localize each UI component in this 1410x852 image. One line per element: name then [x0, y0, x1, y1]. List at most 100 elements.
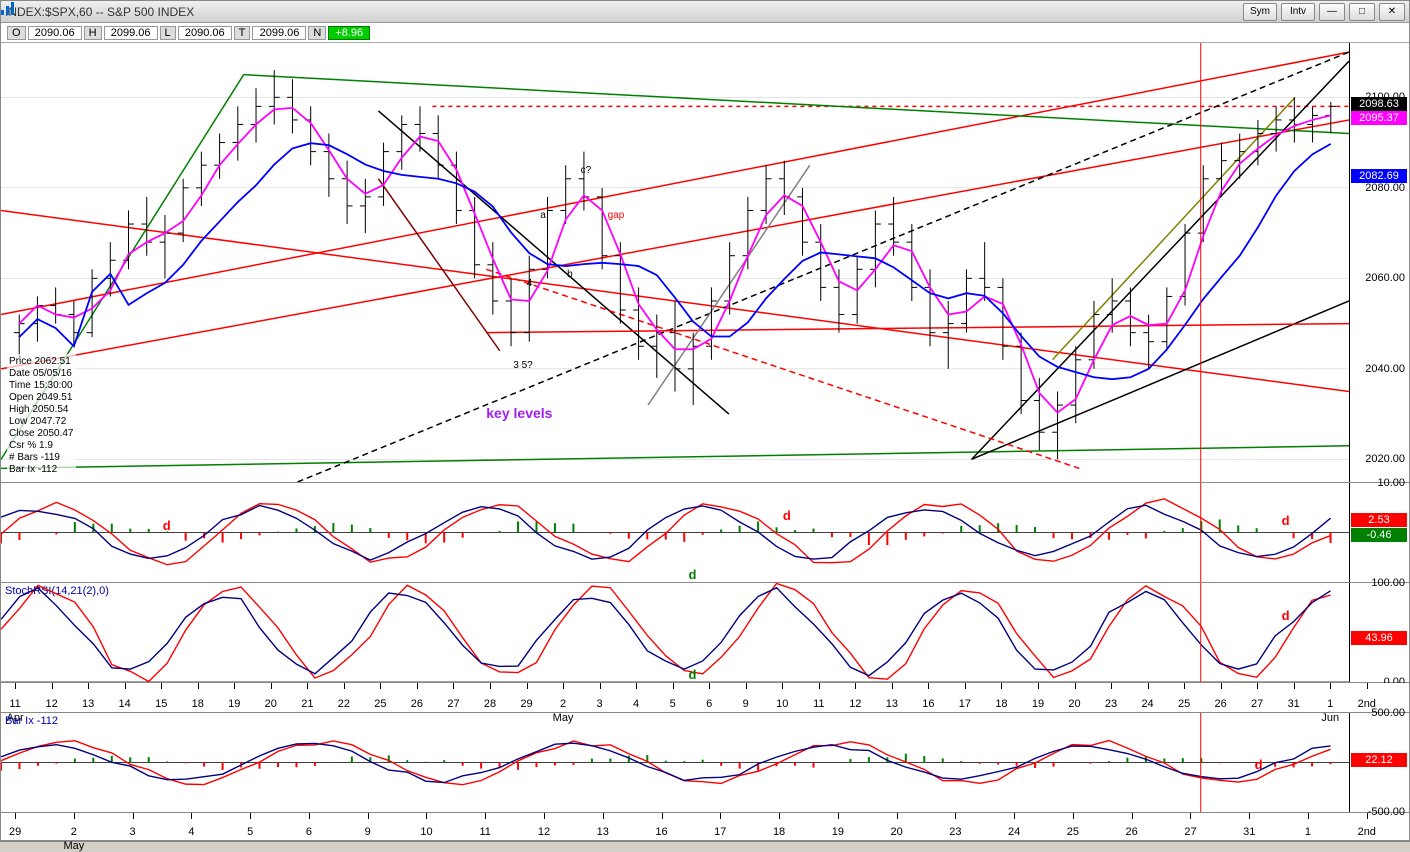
x-tick-label: 27 [447, 698, 459, 710]
info-row: Date 05/05/16 [9, 368, 74, 380]
barindex-plot[interactable]: d [1, 713, 1349, 812]
x-tick-mark [1294, 683, 1295, 689]
divergence-label: d [163, 518, 171, 533]
x-tick-mark [779, 813, 780, 819]
x-tick-label: 13 [886, 698, 898, 710]
x-tick-label: 12 [538, 826, 550, 838]
info-row: # Bars -119 [9, 452, 74, 464]
intv-button[interactable]: Intv [1281, 3, 1315, 21]
info-row: Open 2049.51 [9, 392, 74, 404]
x-tick-mark [161, 683, 162, 689]
high-value: 2099.06 [104, 26, 158, 40]
x-tick-label: 31 [1243, 826, 1255, 838]
maximize-button[interactable]: □ [1349, 3, 1375, 21]
chart-annotation: key levels [486, 405, 552, 421]
x-tick-label: 5 [670, 698, 676, 710]
x-tick-mark [490, 683, 491, 689]
x-tick-label: 13 [82, 698, 94, 710]
price-label: 2082.69 [1351, 169, 1407, 183]
stochrsi-pane[interactable]: StochRSI(14,21(2),0) dd 0.00100.0043.96 [1, 583, 1409, 683]
window-title: INDEX:$SPX,60 -- S&P 500 INDEX [5, 5, 1243, 19]
x-tick-mark [1308, 813, 1309, 819]
y-tick-label: 2040.00 [1365, 363, 1405, 375]
x-tick-mark [897, 813, 898, 819]
x-tick-mark [198, 683, 199, 689]
x-tick-label: 19 [832, 826, 844, 838]
x-tick-mark [673, 683, 674, 689]
close-button[interactable]: ✕ [1379, 3, 1405, 21]
x-tick-label: 26 [1126, 826, 1138, 838]
x-tick-label: 2nd [1358, 826, 1376, 838]
time-axis-upper: 1112131415181920212225262728292345691011… [1, 683, 1409, 713]
stochrsi-y-axis: 0.00100.0043.96 [1349, 583, 1409, 682]
x-tick-mark [15, 813, 16, 819]
x-tick-label: 25 [374, 698, 386, 710]
price-plot[interactable]: key levelsabc?gap43 5? [1, 43, 1349, 482]
x-tick-mark [344, 683, 345, 689]
x-tick-label: 15 [155, 698, 167, 710]
last-label: T [234, 26, 251, 40]
indicator-value: 2.53 [1351, 513, 1407, 527]
sym-button[interactable]: Sym [1243, 3, 1277, 21]
x-tick-label: 18 [773, 826, 785, 838]
x-tick-mark [965, 683, 966, 689]
x-tick-mark [250, 813, 251, 819]
chart-window: INDEX:$SPX,60 -- S&P 500 INDEX Sym Intv … [0, 0, 1410, 842]
indicator-value: 43.96 [1351, 631, 1407, 645]
divergence-label: d [688, 567, 696, 582]
x-tick-mark [1132, 813, 1133, 819]
x-tick-mark [720, 813, 721, 819]
x-tick-label: 27 [1251, 698, 1263, 710]
x-tick-label: 20 [1068, 698, 1080, 710]
x-tick-label: 19 [228, 698, 240, 710]
x-tick-mark [52, 683, 53, 689]
x-tick-mark [1148, 683, 1149, 689]
x-tick-label: 29 [9, 826, 21, 838]
change-value: +8.96 [328, 26, 370, 40]
x-tick-mark [603, 813, 604, 819]
x-tick-mark [15, 683, 16, 689]
info-row: Bar Ix -112 [9, 464, 74, 476]
x-tick-label: 26 [411, 698, 423, 710]
minimize-button[interactable]: — [1319, 3, 1345, 21]
low-value: 2090.06 [178, 26, 232, 40]
chart-annotation: 3 5? [513, 360, 532, 371]
price-pane[interactable]: key levelsabc?gap43 5? 2020.002040.00206… [1, 43, 1409, 483]
x-tick-mark [855, 683, 856, 689]
x-tick-mark [485, 813, 486, 819]
y-tick-label: 2020.00 [1365, 453, 1405, 465]
x-tick-label: 1 [1305, 826, 1311, 838]
titlebar[interactable]: INDEX:$SPX,60 -- S&P 500 INDEX Sym Intv … [1, 1, 1409, 23]
x-tick-label: 21 [301, 698, 313, 710]
x-tick-mark [426, 813, 427, 819]
x-tick-mark [1014, 813, 1015, 819]
stochrsi-plot[interactable]: dd [1, 583, 1349, 682]
x-tick-label: 16 [922, 698, 934, 710]
divergence-label: d [783, 508, 791, 523]
x-tick-mark [928, 683, 929, 689]
x-tick-label: 10 [420, 826, 432, 838]
chart-annotation: gap [608, 210, 625, 221]
barindex-pane[interactable]: Bar Ix -112 d -500.00500.0022.12 [1, 713, 1409, 813]
divergence-label: d [688, 667, 696, 682]
x-tick-mark [709, 683, 710, 689]
info-row: High 2050.54 [9, 404, 74, 416]
x-tick-label: 20 [265, 698, 277, 710]
macd-pane[interactable]: dddd 10.002.53-0.46 [1, 483, 1409, 583]
x-tick-mark [1221, 683, 1222, 689]
chart-annotation: a [540, 210, 546, 221]
x-tick-mark [636, 683, 637, 689]
x-tick-mark [1249, 813, 1250, 819]
x-tick-label: 24 [1141, 698, 1153, 710]
x-tick-mark [368, 813, 369, 819]
x-tick-mark [544, 813, 545, 819]
x-tick-label: 4 [188, 826, 194, 838]
x-tick-mark [600, 683, 601, 689]
info-row: Price 2062.51 [9, 356, 74, 368]
x-tick-mark [1111, 683, 1112, 689]
macd-plot[interactable]: dddd [1, 483, 1349, 582]
x-tick-label: 23 [949, 826, 961, 838]
divergence-label: d [1282, 608, 1290, 623]
x-tick-mark [662, 813, 663, 819]
x-tick-mark [1184, 683, 1185, 689]
